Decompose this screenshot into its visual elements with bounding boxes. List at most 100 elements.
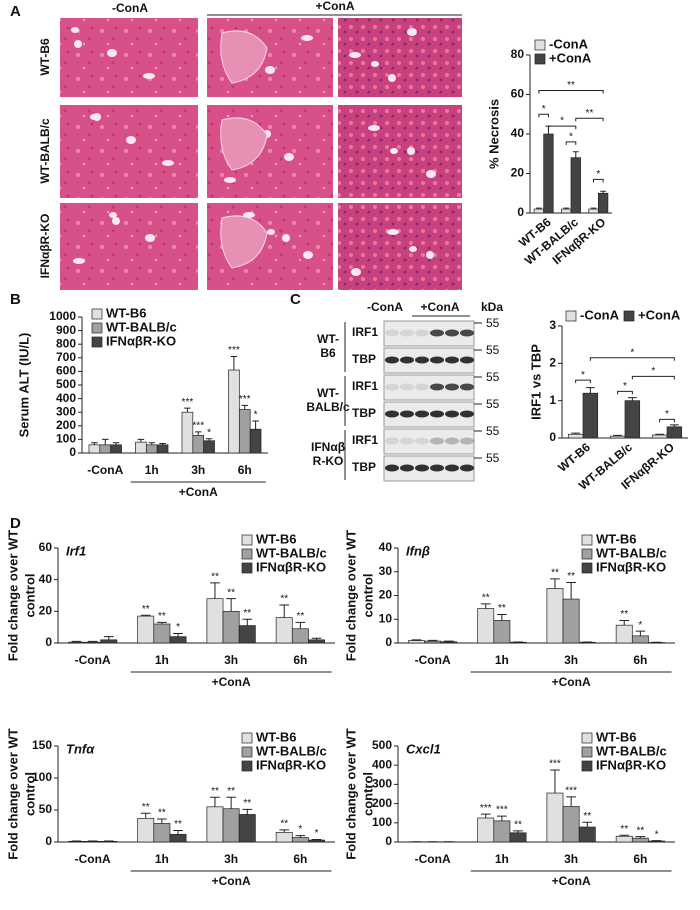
x-tick-label: 3h — [224, 852, 238, 866]
error-bar — [497, 614, 507, 621]
bar — [275, 832, 293, 843]
chart-title: Tnfα — [66, 741, 95, 756]
y-tick-label: 3 — [549, 318, 556, 332]
bracket — [575, 379, 591, 384]
panel-label: D — [10, 515, 21, 532]
error-bar — [242, 808, 253, 815]
blot-strip — [383, 320, 475, 347]
vessel — [126, 136, 136, 144]
error-bar — [210, 796, 220, 807]
significance: * — [651, 366, 655, 377]
histology-grid — [60, 18, 462, 290]
group-label: +ConA — [212, 675, 251, 689]
y-tick-label: 20 — [379, 588, 393, 602]
legend-swatch — [581, 562, 593, 574]
blot-group-label: B6 — [320, 346, 336, 360]
significance: * — [638, 620, 642, 631]
significance: ** — [158, 611, 166, 622]
blot-band — [430, 437, 444, 445]
necrosis-area — [220, 215, 268, 269]
significance: *** — [565, 786, 577, 797]
x-tick-label: 3h — [564, 852, 578, 866]
bar — [153, 823, 171, 843]
error-bar — [566, 581, 576, 600]
significance: ** — [482, 592, 490, 603]
significance: * — [560, 116, 564, 127]
blot-band — [415, 356, 429, 364]
vessel — [409, 246, 417, 252]
blot-band — [385, 437, 399, 445]
y-tick-label: 0 — [517, 205, 524, 219]
bar — [192, 434, 205, 454]
legend-swatch — [581, 534, 593, 546]
y-tick-label: 0 — [549, 430, 556, 444]
legend-label: IFNαβR-KO — [596, 757, 666, 772]
blot-band — [385, 410, 399, 418]
y-tick-label: 100 — [372, 815, 392, 829]
y-axis-title: control — [22, 772, 37, 816]
y-axis-title: Fold change over WT — [343, 728, 358, 860]
error-bar — [91, 442, 98, 445]
y-tick-label: 400 — [56, 391, 76, 405]
significance: ** — [211, 786, 219, 797]
blot-row-label: IRF1 — [352, 325, 378, 339]
vessel — [426, 170, 436, 178]
blot-unit: kDa — [481, 300, 503, 314]
bar — [137, 615, 155, 644]
blot-strip — [383, 455, 475, 482]
error-bar — [582, 821, 593, 828]
significance: ** — [243, 798, 251, 809]
x-tick-label: 3h — [191, 463, 205, 477]
significance: ** — [158, 808, 166, 819]
significance: *** — [496, 805, 508, 816]
legend-swatch — [91, 308, 103, 320]
blot-band — [460, 356, 474, 364]
significance: ** — [620, 609, 628, 620]
significance: ** — [620, 824, 628, 835]
bar — [169, 833, 187, 843]
error-bar — [241, 404, 249, 410]
significance: *** — [480, 803, 492, 814]
marker-label: 55 — [486, 316, 500, 330]
x-tick-label: 6h — [238, 463, 252, 477]
blot-band — [445, 356, 459, 364]
y-tick-label: 100 — [32, 770, 52, 784]
bar — [68, 641, 85, 644]
bar — [424, 640, 442, 644]
bracket — [589, 357, 675, 361]
histology-image — [60, 203, 198, 290]
y-tick-label: 20 — [511, 166, 525, 180]
bar — [238, 409, 251, 454]
legend-swatch — [241, 562, 253, 574]
vessel — [109, 212, 117, 218]
vessel — [390, 148, 398, 154]
bracket — [547, 125, 577, 130]
vessel — [243, 212, 255, 218]
bar — [477, 608, 495, 644]
vessel — [224, 177, 236, 183]
vessel — [143, 73, 155, 79]
legend-swatch — [91, 322, 103, 334]
bar — [440, 641, 458, 644]
y-axis-title: control — [360, 573, 375, 617]
blot-column-label: -ConA — [367, 300, 403, 314]
panel-label: B — [10, 291, 21, 308]
legend-swatch — [241, 534, 253, 546]
legend-label: WT-BALB/c — [256, 743, 327, 758]
error-bar — [140, 614, 151, 617]
legend-label: WT-BALB/c — [596, 743, 667, 758]
vessel — [368, 125, 380, 131]
histology-image — [60, 105, 198, 198]
significance: ** — [243, 608, 251, 619]
error-bar — [252, 420, 259, 430]
significance: *** — [239, 394, 251, 405]
legend-label: WT-B6 — [596, 729, 636, 744]
bar — [567, 433, 584, 439]
blot-band — [445, 410, 459, 418]
error-bar — [226, 796, 236, 809]
bar — [238, 814, 256, 843]
group-label: +ConA — [552, 675, 591, 689]
error-bar — [279, 829, 290, 833]
y-tick-label: 0 — [45, 834, 52, 848]
y-tick-label: 60 — [39, 540, 53, 554]
